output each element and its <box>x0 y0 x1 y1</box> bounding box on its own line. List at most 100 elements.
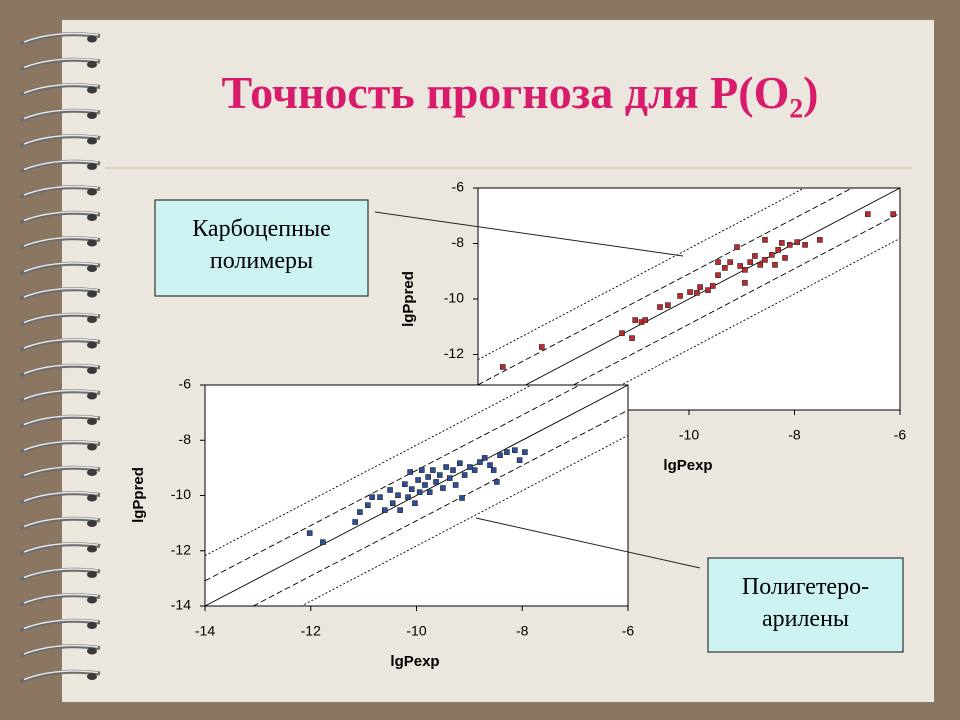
point <box>490 467 497 473</box>
x-tick-label: -6 <box>622 623 635 639</box>
x-axis-label: lgPexp <box>663 457 712 474</box>
coil-hole <box>87 86 97 94</box>
point <box>494 479 500 485</box>
point <box>705 287 711 293</box>
coil-shine <box>23 619 99 630</box>
point <box>722 265 728 271</box>
point <box>357 509 363 515</box>
point <box>407 469 413 475</box>
reference-line <box>252 409 628 606</box>
callout-box <box>707 557 904 653</box>
point <box>499 364 506 370</box>
coil-shine <box>23 313 99 324</box>
coil-hole <box>87 622 97 629</box>
y-axis-label: lgPpred <box>400 271 417 327</box>
coil-shine <box>23 262 99 273</box>
point <box>402 481 408 487</box>
point <box>412 500 418 507</box>
point <box>657 304 663 310</box>
x-tick-label: -10 <box>406 623 426 639</box>
coil-hole <box>87 188 97 196</box>
x-tick-label: -8 <box>516 623 529 639</box>
point <box>677 293 683 299</box>
point <box>416 489 423 495</box>
point <box>426 489 433 495</box>
point <box>769 252 775 258</box>
point <box>779 240 785 246</box>
point <box>734 244 740 250</box>
reference-lines <box>205 385 628 606</box>
coil-hole <box>87 265 97 272</box>
coil-shine <box>23 466 99 477</box>
coil-shine <box>23 389 99 400</box>
reference-line <box>205 385 581 582</box>
point <box>467 464 473 470</box>
point <box>802 242 808 248</box>
reference-line <box>205 385 628 606</box>
coil-shine <box>23 338 99 349</box>
point <box>405 494 411 500</box>
point <box>369 494 375 500</box>
point <box>817 237 823 243</box>
point <box>415 477 421 483</box>
point <box>775 247 781 253</box>
coil-shine <box>23 58 99 69</box>
x-tick-label: -10 <box>679 427 699 443</box>
y-tick-label: -10 <box>171 486 191 502</box>
coil-hole <box>87 545 97 553</box>
spiral-binding <box>19 32 101 684</box>
coil-hole <box>87 520 97 527</box>
reference-line <box>300 435 628 606</box>
point <box>619 330 625 336</box>
point <box>389 500 396 507</box>
coil-hole <box>87 443 97 451</box>
point <box>697 284 703 290</box>
scatter-chart: -10 -8 -6 -12 -10 -8 -6 lgPexp lgPpred <box>400 179 906 474</box>
coil-hole <box>87 571 97 578</box>
point <box>752 253 758 259</box>
point <box>418 467 425 473</box>
coil-shine <box>23 415 99 426</box>
point <box>422 482 428 488</box>
point <box>512 447 518 453</box>
point <box>433 479 439 485</box>
point <box>642 317 649 323</box>
coil-hole <box>87 341 97 349</box>
slide-title: Точность прогноза для P(O₂) <box>222 67 819 118</box>
point <box>408 486 415 492</box>
point <box>430 467 436 473</box>
callout-text: Карбоцепные <box>192 216 331 242</box>
reference-lines <box>478 188 900 410</box>
x-tick-label: -12 <box>301 623 321 639</box>
callout-text: арилены <box>762 606 849 632</box>
coil-hole <box>87 418 97 425</box>
charts: -10 -8 -6 -12 -10 -8 -6 lgPexp lgPpred Карбоцепны… <box>130 179 906 670</box>
callout-leader <box>374 211 684 257</box>
point <box>772 262 778 268</box>
coil-shine <box>23 236 99 247</box>
x-tick-label: -14 <box>195 623 215 639</box>
point <box>665 302 671 308</box>
point <box>727 259 733 265</box>
point <box>632 317 638 323</box>
point <box>516 457 523 463</box>
point <box>487 462 493 468</box>
coil-shine <box>23 109 99 120</box>
coil-hole <box>87 316 97 323</box>
reference-line <box>524 212 900 410</box>
point <box>387 487 393 493</box>
y-tick-label: -12 <box>171 541 191 557</box>
point <box>425 474 431 480</box>
point <box>629 335 635 341</box>
y-tick-label: -6 <box>452 179 465 195</box>
point <box>320 539 326 545</box>
callout-text: полимеры <box>210 248 313 274</box>
coil-shine <box>23 287 99 298</box>
coil-shine <box>23 134 99 145</box>
y-tick-label: -10 <box>444 290 464 306</box>
coil-hole <box>87 596 97 604</box>
point <box>457 460 463 466</box>
coil-hole <box>87 61 97 68</box>
coil-hole <box>87 469 97 476</box>
